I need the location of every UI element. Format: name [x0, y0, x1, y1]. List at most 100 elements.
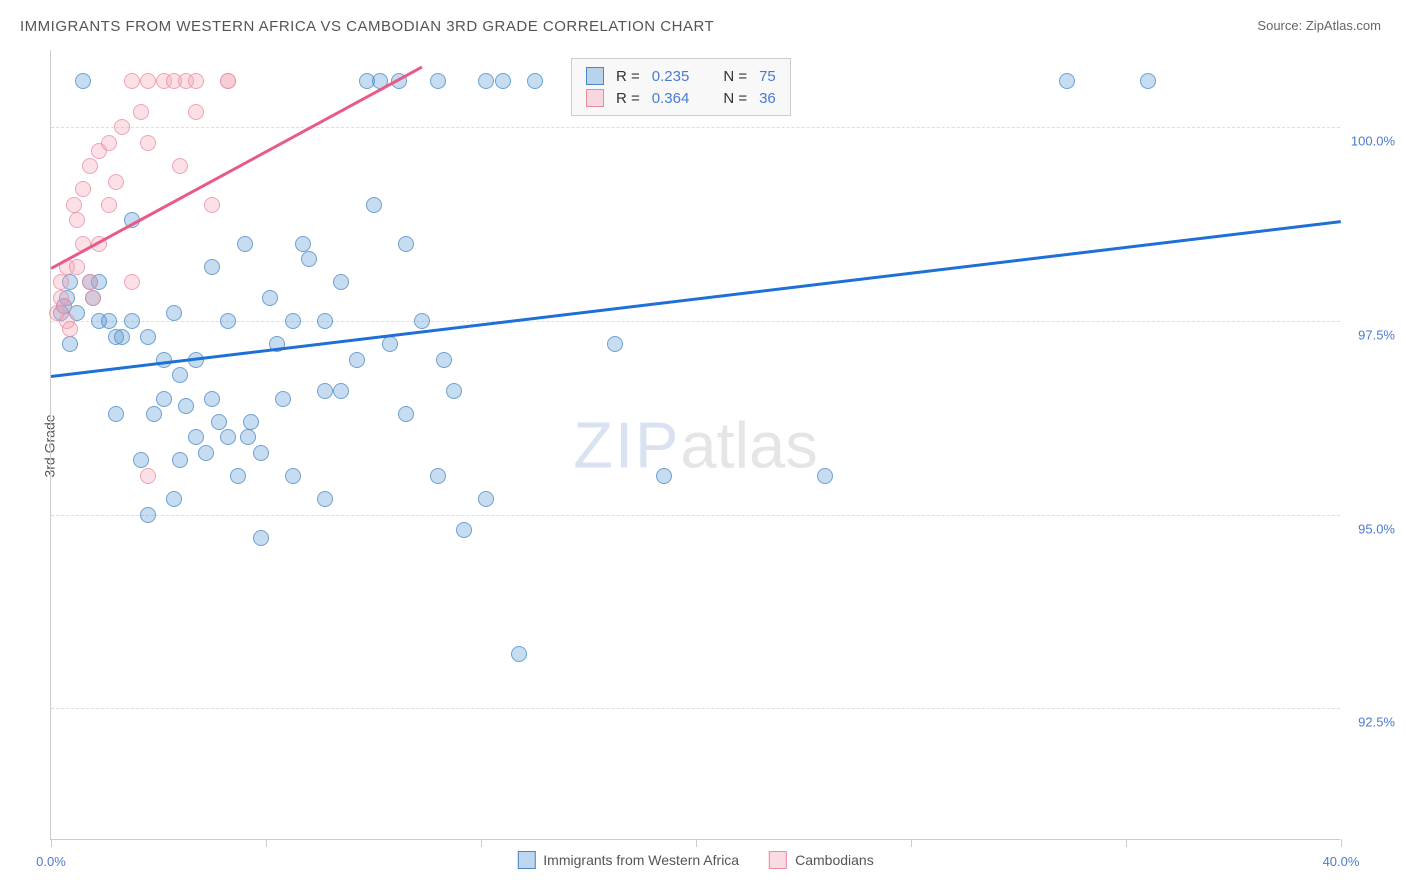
stat-r-label: R = — [616, 90, 640, 107]
scatter-point — [140, 135, 156, 151]
scatter-point — [172, 158, 188, 174]
stat-n-value: 75 — [759, 68, 776, 85]
trend-line — [50, 66, 422, 270]
scatter-point — [198, 445, 214, 461]
scatter-point — [62, 321, 78, 337]
scatter-point — [178, 398, 194, 414]
scatter-point — [478, 491, 494, 507]
stat-n-value: 36 — [759, 90, 776, 107]
scatter-point — [101, 313, 117, 329]
scatter-point — [101, 135, 117, 151]
scatter-point — [82, 274, 98, 290]
x-tick — [911, 839, 912, 847]
x-tick — [696, 839, 697, 847]
legend-bottom-item: Cambodians — [769, 851, 874, 869]
scatter-point — [220, 429, 236, 445]
scatter-point — [188, 73, 204, 89]
y-tick-label: 97.5% — [1358, 328, 1395, 343]
scatter-point — [275, 391, 291, 407]
scatter-point — [262, 290, 278, 306]
stat-n-label: N = — [723, 68, 747, 85]
scatter-point — [204, 197, 220, 213]
plot-area: ZIPatlas R =0.235N =75R =0.364N =36 Immi… — [50, 50, 1340, 840]
gridline-horizontal — [51, 708, 1340, 709]
scatter-point — [75, 181, 91, 197]
scatter-point — [220, 313, 236, 329]
scatter-point — [62, 336, 78, 352]
y-tick-label: 92.5% — [1358, 715, 1395, 730]
scatter-point — [101, 197, 117, 213]
legend-swatch — [769, 851, 787, 869]
gridline-horizontal — [51, 127, 1340, 128]
scatter-point — [436, 352, 452, 368]
x-tick — [1341, 839, 1342, 847]
scatter-point — [366, 197, 382, 213]
scatter-point — [478, 73, 494, 89]
scatter-point — [398, 406, 414, 422]
scatter-point — [82, 158, 98, 174]
legend-series-label: Cambodians — [795, 852, 874, 868]
legend-bottom-item: Immigrants from Western Africa — [517, 851, 739, 869]
scatter-point — [172, 367, 188, 383]
scatter-point — [1140, 73, 1156, 89]
scatter-point — [398, 236, 414, 252]
source-attribution: Source: ZipAtlas.com — [1257, 18, 1381, 33]
scatter-point — [204, 391, 220, 407]
scatter-point — [414, 313, 430, 329]
scatter-point — [817, 468, 833, 484]
scatter-point — [317, 383, 333, 399]
scatter-point — [166, 305, 182, 321]
scatter-point — [285, 313, 301, 329]
scatter-point — [114, 329, 130, 345]
scatter-point — [172, 452, 188, 468]
stat-r-label: R = — [616, 68, 640, 85]
source-label: Source: — [1257, 18, 1302, 33]
legend-swatch — [586, 89, 604, 107]
scatter-point — [124, 313, 140, 329]
scatter-point — [285, 468, 301, 484]
scatter-point — [75, 73, 91, 89]
x-tick — [51, 839, 52, 847]
x-tick — [481, 839, 482, 847]
scatter-point — [446, 383, 462, 399]
scatter-point — [656, 468, 672, 484]
x-tick — [1126, 839, 1127, 847]
scatter-point — [166, 491, 182, 507]
scatter-point — [607, 336, 623, 352]
scatter-point — [240, 429, 256, 445]
scatter-point — [108, 174, 124, 190]
scatter-point — [317, 491, 333, 507]
scatter-point — [156, 391, 172, 407]
scatter-point — [495, 73, 511, 89]
scatter-point — [430, 468, 446, 484]
scatter-point — [69, 212, 85, 228]
scatter-point — [85, 290, 101, 306]
scatter-point — [69, 259, 85, 275]
scatter-point — [108, 406, 124, 422]
scatter-point — [301, 251, 317, 267]
scatter-point — [140, 468, 156, 484]
x-tick-label: 40.0% — [1323, 854, 1360, 869]
y-tick-label: 100.0% — [1351, 134, 1395, 149]
scatter-point — [333, 383, 349, 399]
scatter-point — [133, 104, 149, 120]
legend-stats-box: R =0.235N =75R =0.364N =36 — [571, 58, 791, 116]
scatter-point — [146, 406, 162, 422]
scatter-point — [140, 73, 156, 89]
scatter-point — [382, 336, 398, 352]
scatter-point — [66, 197, 82, 213]
x-tick-label: 0.0% — [36, 854, 66, 869]
scatter-point — [349, 352, 365, 368]
scatter-point — [317, 313, 333, 329]
scatter-point — [124, 274, 140, 290]
scatter-point — [253, 445, 269, 461]
scatter-point — [220, 73, 236, 89]
stat-r-value: 0.235 — [652, 68, 690, 85]
scatter-point — [114, 119, 130, 135]
scatter-point — [204, 259, 220, 275]
legend-series-label: Immigrants from Western Africa — [543, 852, 739, 868]
stat-r-value: 0.364 — [652, 90, 690, 107]
scatter-point — [456, 522, 472, 538]
x-tick — [266, 839, 267, 847]
legend-stats-row: R = 0.235 N = 75 — [586, 65, 776, 87]
